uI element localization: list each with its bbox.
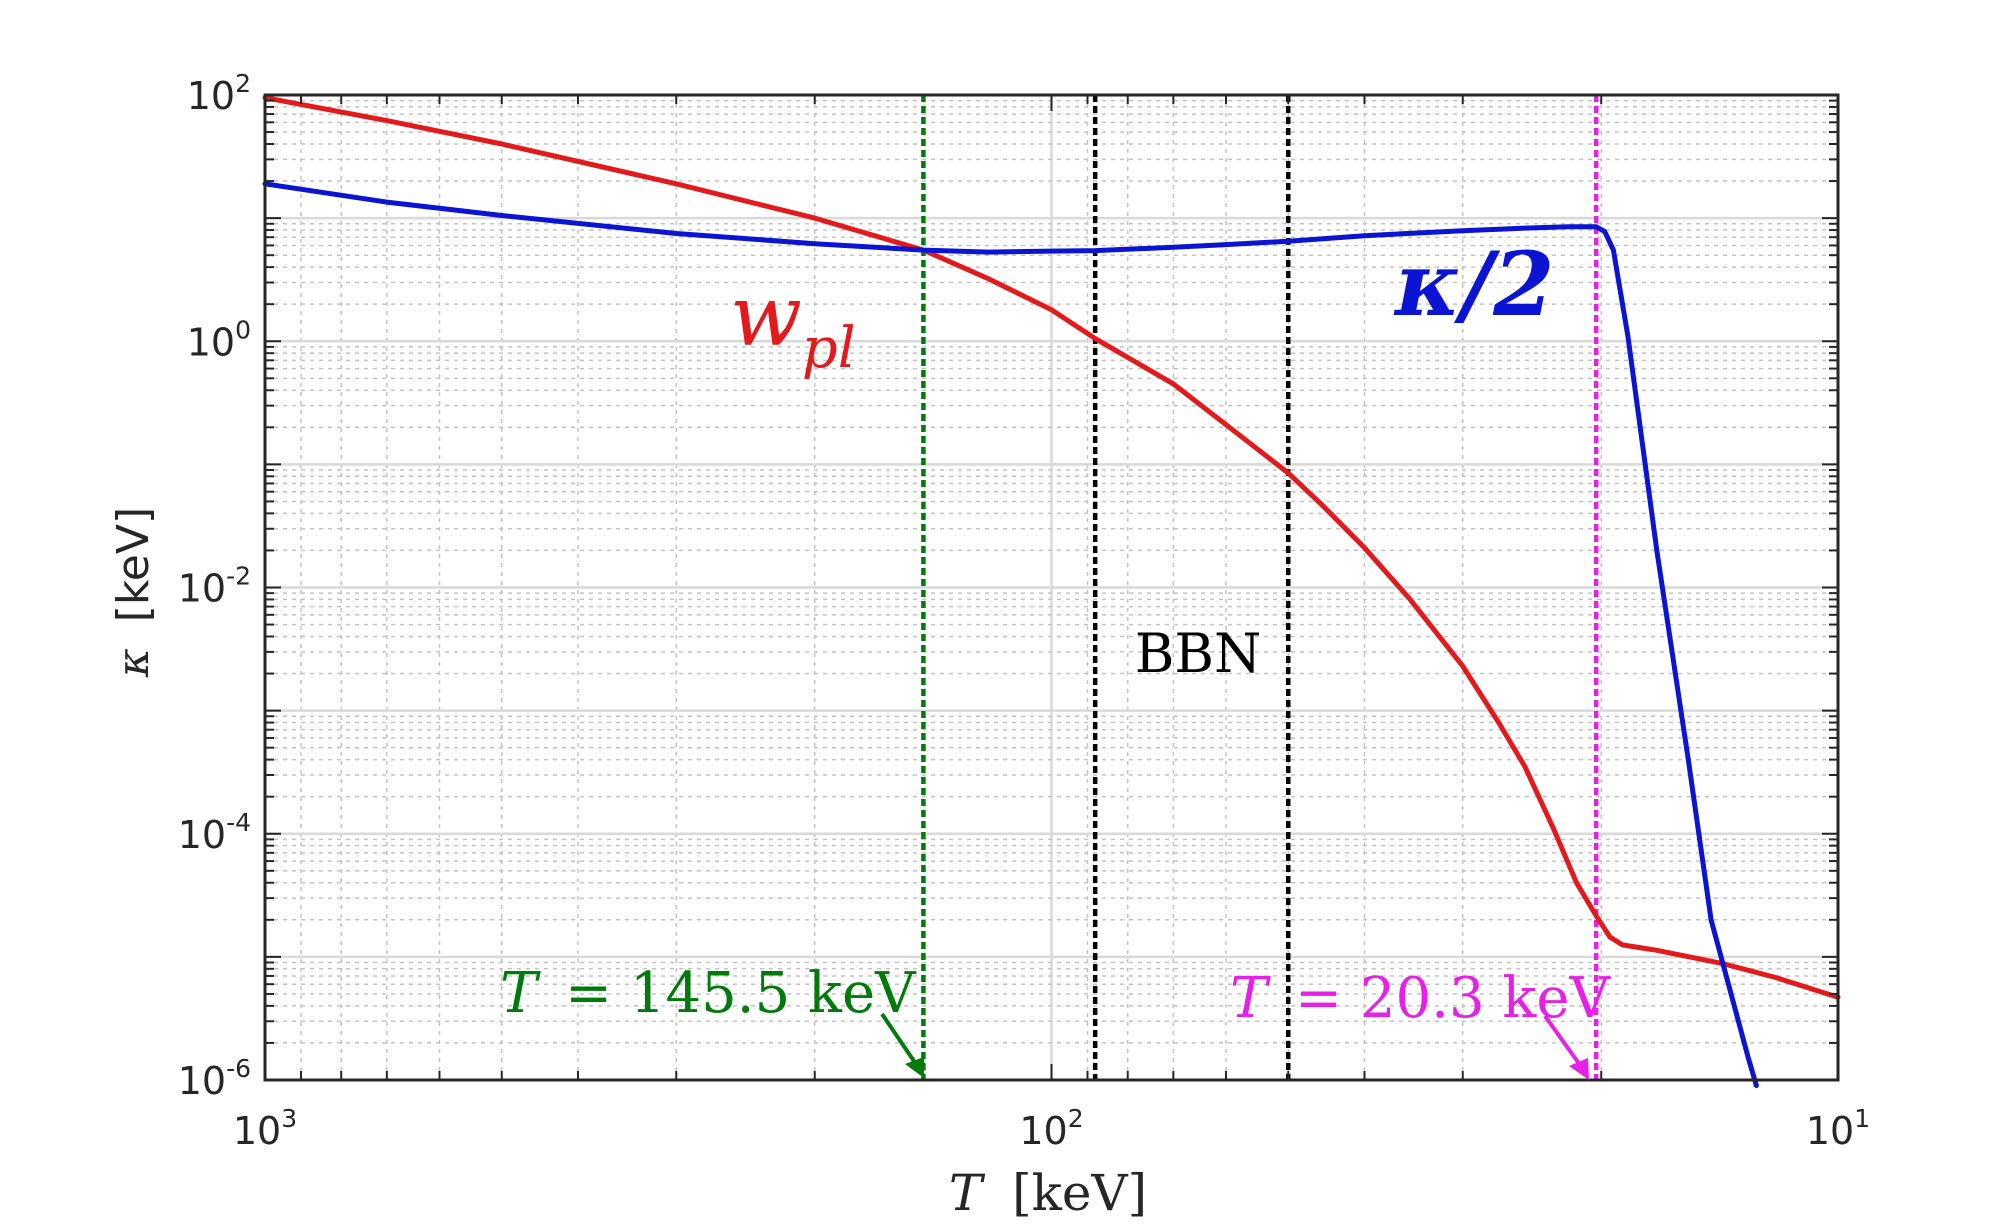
- x-axis-label-unit: [keV]: [1012, 1164, 1147, 1222]
- annotation-bbn: BBN: [1135, 622, 1262, 685]
- y-tick-label: 10-6: [178, 1054, 251, 1103]
- series-label-wpl: wpl: [730, 267, 856, 381]
- y-tick-label: 102: [187, 69, 251, 118]
- y-tick-label: 100: [187, 315, 251, 364]
- x-axis-label-var: T: [949, 1164, 986, 1222]
- y-tick-label-base: 10: [178, 1059, 226, 1103]
- x-tick-label-exp: 2: [1068, 1104, 1084, 1133]
- x-tick-label: 101: [1806, 1104, 1870, 1153]
- series-line-wpl: [262, 95, 1841, 1000]
- series-lines: [262, 95, 1841, 1089]
- y-tick-label-exp: -6: [226, 1054, 251, 1083]
- x-tick-label-base: 10: [1019, 1109, 1067, 1153]
- x-tick-label-base: 10: [233, 1109, 281, 1153]
- x-tick-label-base: 10: [1806, 1109, 1854, 1153]
- series-line-kappa: [262, 181, 1759, 1089]
- y-tick-label-base: 10: [187, 320, 235, 364]
- y-tick-label-exp: -2: [226, 562, 251, 591]
- axis-ticks: [265, 95, 1839, 1081]
- y-tick-label-exp: 2: [235, 69, 251, 98]
- y-tick-label-base: 10: [178, 567, 226, 611]
- x-tick-label-exp: 1: [1854, 1104, 1870, 1133]
- y-tick-label-base: 10: [187, 74, 235, 118]
- y-axis-label-unit: [keV]: [108, 507, 159, 622]
- x-tick-label: 102: [1019, 1104, 1083, 1153]
- series-label-wpl-sub: pl: [802, 316, 856, 381]
- grid: [265, 95, 1840, 1082]
- annotation-green-label: T = 145.5 keV: [500, 961, 917, 1026]
- y-tick-label-exp: -4: [226, 808, 251, 837]
- series-label-kappa: κ/2: [1393, 232, 1554, 336]
- y-axis-label: κ [keV]: [108, 507, 159, 678]
- annotation-magenta-text: = 20.3 keV: [1295, 966, 1611, 1031]
- y-axis-label-var: κ: [108, 648, 159, 678]
- y-tick-label-base: 10: [178, 813, 226, 857]
- annotation-green-var: T: [500, 961, 541, 1026]
- annotation-magenta-var: T: [1230, 966, 1271, 1031]
- x-tick-label: 103: [233, 1104, 297, 1153]
- x-axis-label: T [keV]: [949, 1164, 1147, 1222]
- annotation-green-text: = 145.5 keV: [565, 961, 917, 1026]
- y-tick-label: 10-2: [178, 562, 251, 611]
- y-tick-label: 10-4: [178, 808, 251, 857]
- annotation-magenta-label: T = 20.3 keV: [1230, 966, 1611, 1031]
- series-label-wpl-main: w: [730, 267, 802, 365]
- y-tick-label-exp: 0: [235, 315, 251, 344]
- annotation-green-arrow: [880, 1012, 924, 1078]
- annotation-magenta-arrow: [1543, 1014, 1589, 1080]
- x-tick-label-exp: 3: [281, 1104, 297, 1133]
